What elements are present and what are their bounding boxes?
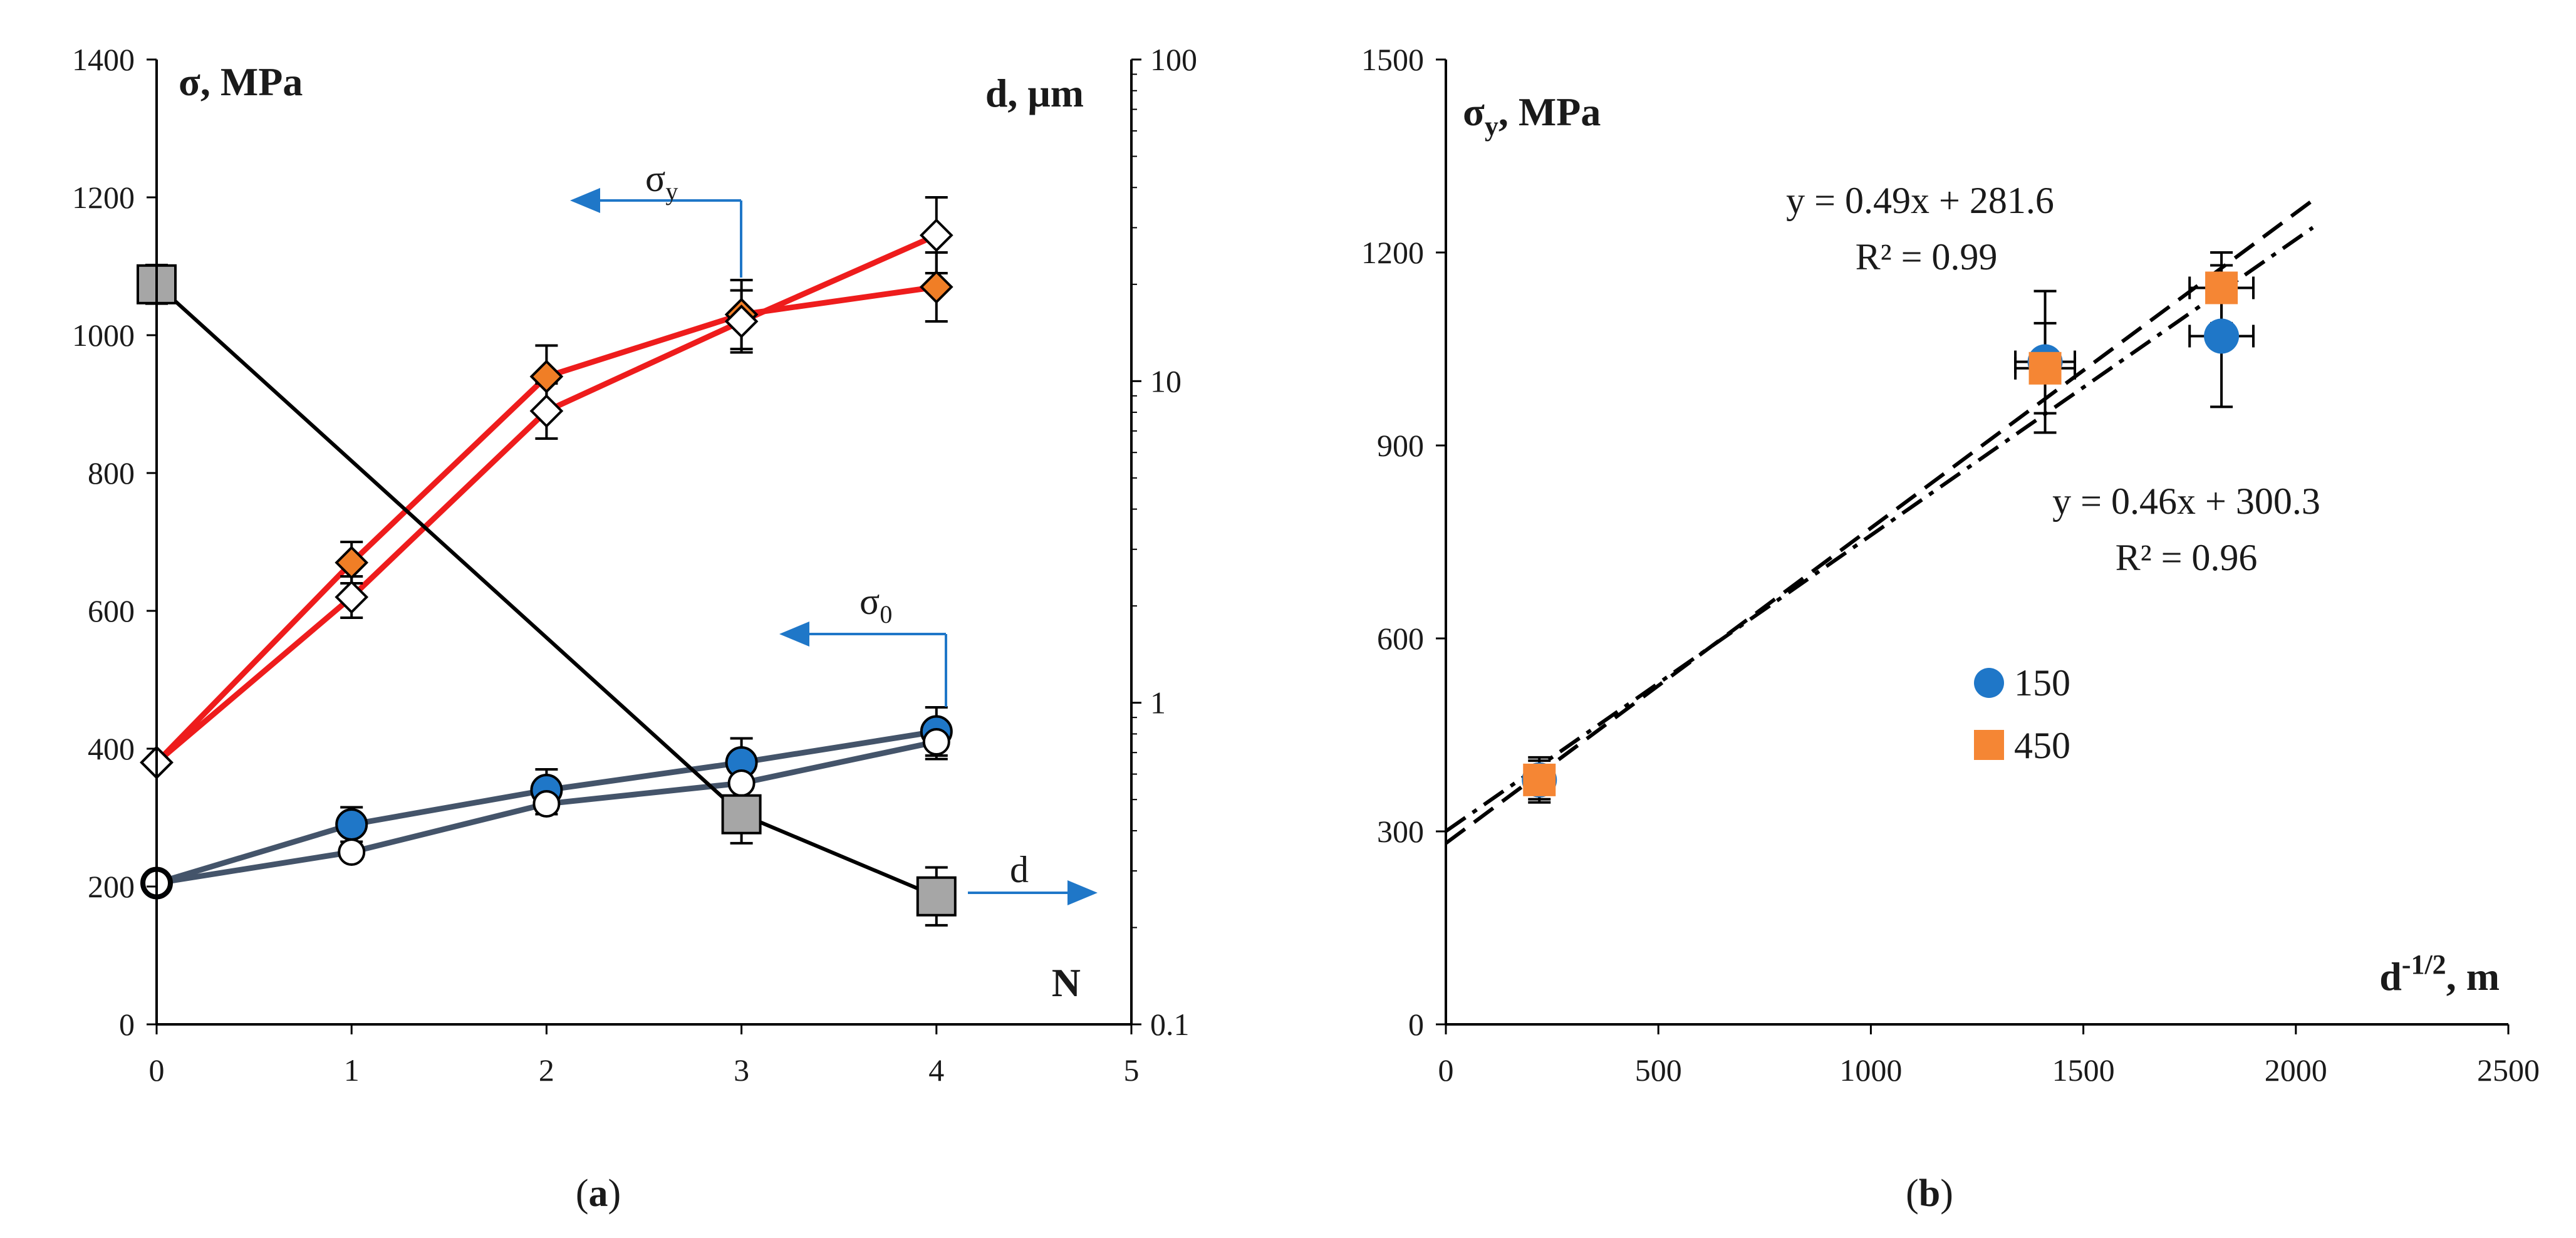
panel-b-x-tick-label: 2500 — [2477, 1053, 2540, 1088]
fit-equation-2: y = 0.46x + 300.3 — [2052, 481, 2320, 522]
data-point-square — [2028, 351, 2062, 385]
legend: 150 450 — [1974, 662, 2070, 766]
panel-b-x-tick-label: 0 — [1438, 1053, 1454, 1088]
panel-a-x-tick-label: 3 — [734, 1053, 749, 1088]
circle-marker — [335, 808, 368, 841]
panel-b-y-tick-label: 1200 — [1361, 235, 1424, 270]
panel-b-y-tick-label: 300 — [1377, 814, 1424, 849]
panel-a-x-tick-label: 4 — [928, 1053, 944, 1088]
legend-label-150: 150 — [2014, 662, 2070, 704]
panel-a-y-tick-label: 1400 — [72, 42, 135, 77]
panel-a-x-tick-label: 0 — [149, 1053, 165, 1088]
square-marker — [916, 876, 957, 917]
sigma-y-annotation: σy — [570, 158, 742, 278]
data-point-circle — [2204, 318, 2240, 354]
panel-a-y2-tick-label: 100 — [1150, 42, 1197, 77]
panel-b-x-tick-label: 2000 — [2265, 1053, 2327, 1088]
panel-a-caption: (a) — [576, 1172, 621, 1215]
panel-a-y-tick-label: 600 — [88, 593, 135, 628]
fit-equation-1: y = 0.49x + 281.6 — [1786, 180, 2054, 221]
diamond-marker — [335, 546, 369, 580]
panel-b-x-tick-label: 500 — [1635, 1053, 1682, 1088]
circle-marker — [922, 728, 950, 756]
panel-a-right-axis-title: d, μm — [985, 71, 1084, 115]
square-marker — [721, 794, 762, 835]
left-arrow-icon — [779, 622, 809, 647]
panel-a-x-axis-title: N — [1052, 960, 1081, 1005]
trend-line — [1445, 199, 2314, 845]
panel-b-y-tick-label: 900 — [1377, 428, 1424, 463]
panel-a-y-tick-label: 1200 — [72, 180, 135, 215]
panel-a-x-tick-label: 5 — [1124, 1053, 1140, 1088]
panel-a-y2-tick-label: 1 — [1150, 685, 1166, 720]
panel-b-x-axis-title: d-1/2, m — [2379, 949, 2500, 999]
panel-b-caption: (b) — [1906, 1172, 1953, 1215]
series-line — [155, 232, 938, 765]
svg-text:σy: σy — [645, 158, 678, 205]
panel-a-y-tick-label: 1000 — [72, 318, 135, 353]
legend-marker-150 — [1974, 668, 2004, 698]
diamond-marker — [919, 218, 953, 252]
circle-marker — [727, 769, 756, 797]
data-point-square — [1523, 763, 1556, 796]
left-arrow-icon — [570, 188, 600, 213]
svg-text:σ0: σ0 — [860, 581, 892, 628]
panel-a-chart: 0 1 2 3 4 5 0 200 400 600 800 1000 1200 1400 0.1 1 10 100… — [72, 42, 1197, 1215]
right-arrow-icon — [1067, 880, 1098, 905]
d-annotation: d — [968, 849, 1098, 905]
diamond-marker — [529, 394, 564, 428]
panel-a-x-tick-label: 1 — [344, 1053, 360, 1088]
circle-marker — [532, 790, 561, 818]
fit-r2-2: R² = 0.96 — [2116, 537, 2258, 578]
panel-b-y-axis-title: σy, MPa — [1463, 90, 1601, 142]
legend-marker-450 — [1974, 730, 2004, 760]
circle-marker — [338, 838, 366, 866]
svg-text:d: d — [1010, 849, 1029, 890]
panel-a-x-tick-label: 2 — [539, 1053, 554, 1088]
panel-a-y-tick-label: 400 — [88, 731, 135, 766]
diamond-marker — [335, 580, 369, 614]
panel-a-y-tick-label: 200 — [88, 869, 135, 904]
diamond-marker — [724, 304, 759, 338]
legend-label-450: 450 — [2014, 725, 2070, 766]
fit-r2-1: R² = 0.99 — [1856, 236, 1998, 278]
panel-b-y-tick-label: 600 — [1377, 621, 1424, 656]
panel-b-y-tick-label: 0 — [1408, 1007, 1424, 1042]
panel-a-y2-tick-label: 10 — [1150, 363, 1182, 398]
sigma-0-annotation: σ0 — [779, 581, 947, 707]
panel-a-y2-tick-label: 0.1 — [1150, 1007, 1190, 1042]
panel-a-left-axis-title: σ, MPa — [179, 60, 303, 104]
panel-b-y-tick-label: 1500 — [1361, 42, 1424, 77]
panel-a-y-tick-label: 800 — [88, 455, 135, 491]
panel-b-chart: 0 500 1000 1500 2000 2500 0 300 600 900 1200 1500 σ… — [1361, 42, 2540, 1215]
panel-a-y-tick-label: 0 — [119, 1007, 135, 1042]
diamond-marker — [919, 270, 953, 304]
data-point-square — [2205, 271, 2238, 304]
panel-b-x-tick-label: 1500 — [2052, 1053, 2115, 1088]
panel-b-x-tick-label: 1000 — [1839, 1053, 1902, 1088]
trend-line — [1445, 226, 2314, 833]
diamond-marker — [529, 360, 564, 393]
